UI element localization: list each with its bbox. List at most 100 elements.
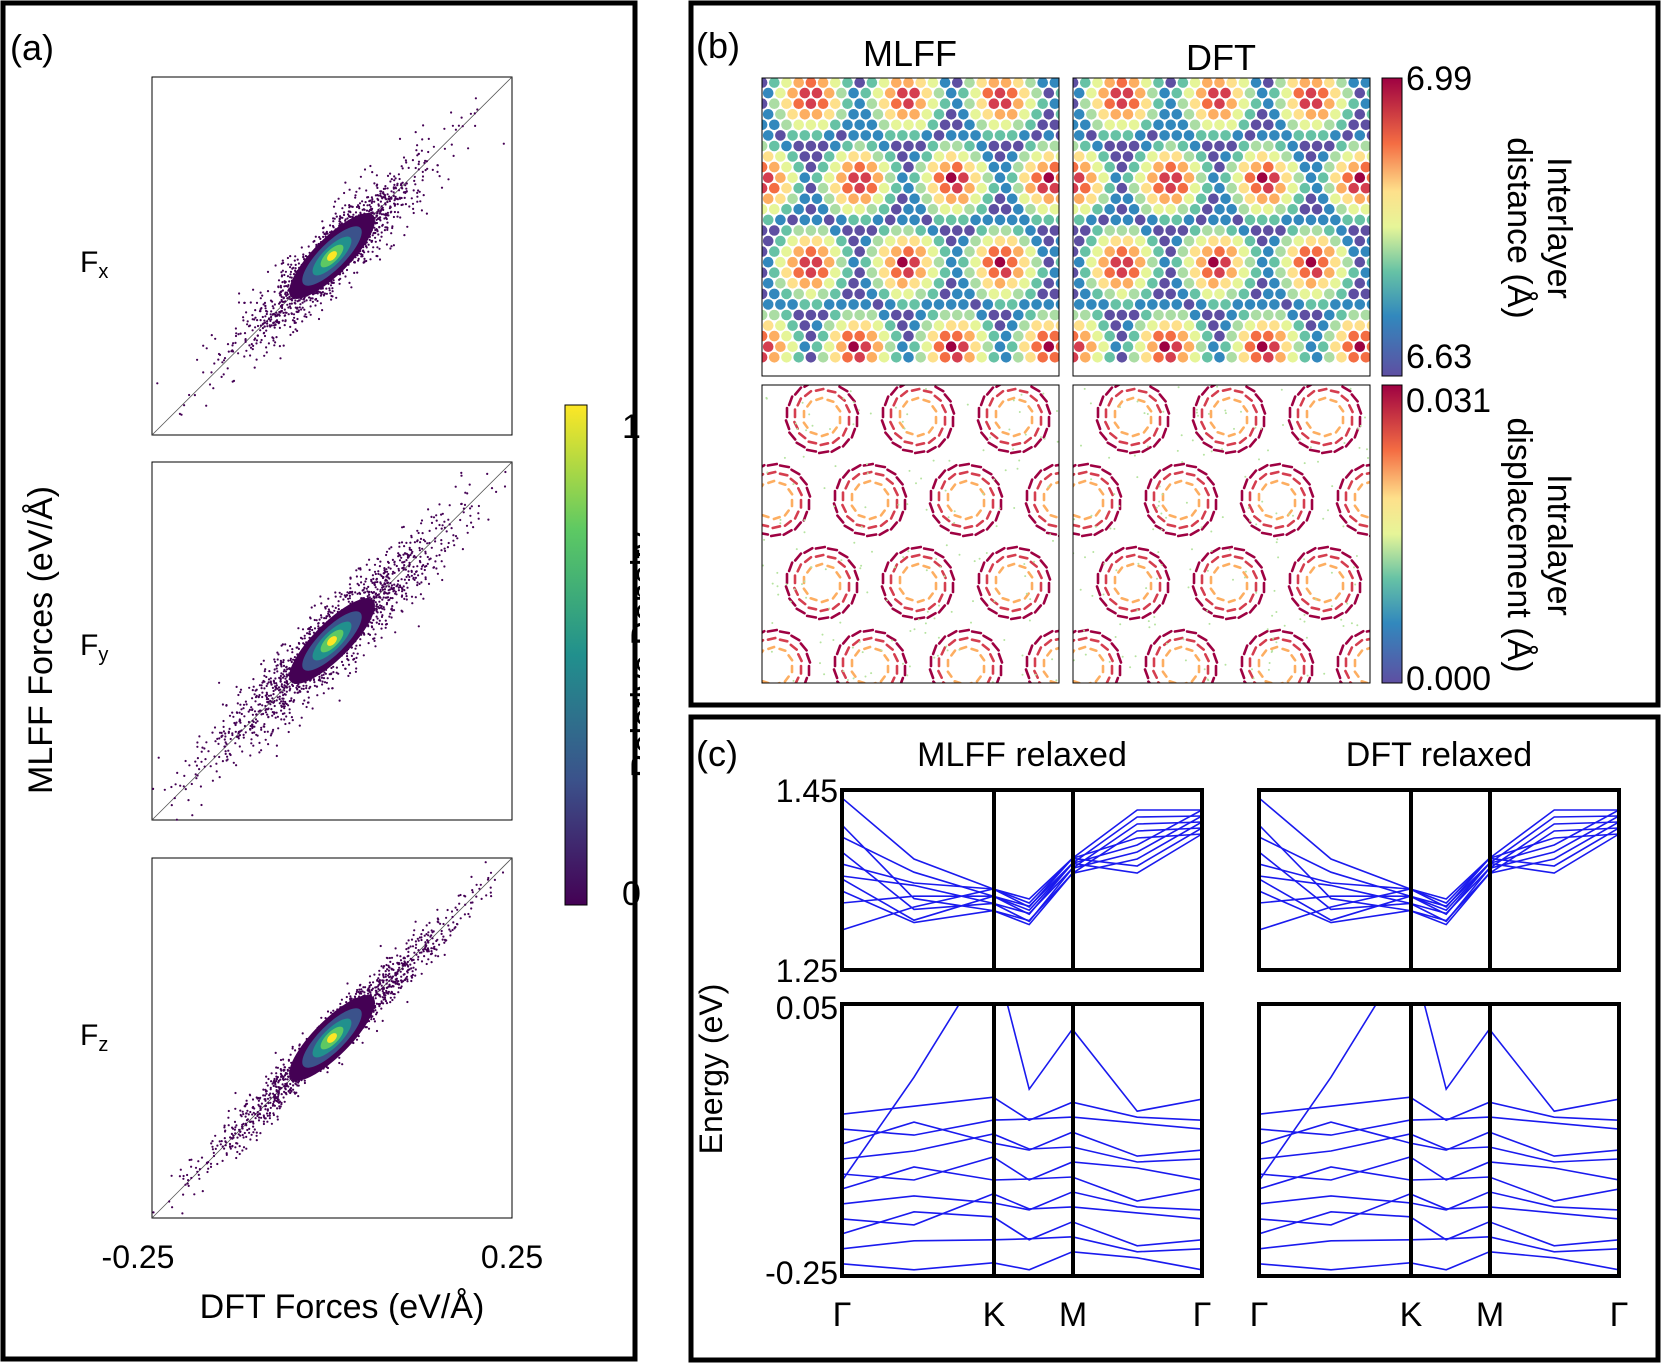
panel-b: (b) MLFF DFT 6.99 6.63 0.031 0.000 Inter…: [688, 0, 1661, 708]
ytick-1-25: 1.25: [776, 953, 838, 989]
energy-band: [1259, 809, 1619, 916]
energy-band: [1259, 1193, 1619, 1226]
interlayer-distance-mlff-map: [762, 78, 1059, 376]
kpoint-m: M: [1476, 1296, 1504, 1334]
kpoint-k: K: [1400, 1296, 1423, 1334]
panel-a-frame: [0, 0, 638, 1362]
ytick-minus-0-25: -0.25: [765, 1255, 838, 1291]
energy-band: [842, 1004, 1202, 1182]
energy-band: [842, 1156, 1202, 1181]
energy-band: [842, 833, 1202, 904]
energy-band: [842, 1166, 1202, 1202]
colorbar-label: Relative Density: [625, 532, 640, 778]
energy-band: [1259, 1210, 1619, 1247]
panel-c-label: (c): [696, 733, 738, 774]
b-frame-2: [1072, 77, 1371, 377]
panel-a: (a) Fx Fy Fz MLFF Forces (eV/Å) -0.25 0.…: [0, 0, 640, 1362]
dft-col-title: DFT: [1186, 37, 1256, 78]
energy-band: [1259, 1121, 1619, 1157]
colorbar-min: 0: [622, 875, 640, 913]
fx-plot-frame: [151, 76, 513, 436]
energy-band: [1259, 1116, 1619, 1136]
energy-band: [842, 1133, 1202, 1163]
mlff-upper-bands: [842, 797, 1202, 931]
fz-parity-plot: [151, 857, 513, 1219]
xtick-min: -0.25: [102, 1239, 175, 1275]
energy-band: [1259, 1166, 1619, 1202]
distance-cb-max: 6.99: [1406, 60, 1472, 98]
fz-plot-frame: [151, 857, 513, 1219]
dft-upper-frame: [1257, 788, 1621, 972]
energy-band: [842, 797, 1202, 900]
energy-band: [842, 1096, 1202, 1122]
fx-label: Fx: [80, 246, 108, 283]
panel-c: (c) MLFF relaxed DFT relaxed 1.45 1.25 0…: [688, 714, 1661, 1363]
energy-band: [842, 1191, 1202, 1211]
intralayer-displacement-mlff-map: [762, 385, 1059, 683]
energy-band: [1259, 1235, 1619, 1253]
dft-lower-bands: [1259, 1004, 1619, 1271]
energy-band: [842, 1210, 1202, 1247]
energy-band: [842, 815, 1202, 915]
energy-band: [1259, 824, 1619, 922]
fy-parity-plot: [151, 461, 513, 821]
fx-parity-plot: [151, 76, 513, 436]
energy-ylabel: Energy (eV): [693, 984, 729, 1155]
energy-band: [842, 809, 1202, 916]
ytick-0-05: 0.05: [776, 990, 838, 1026]
panel-a-xlabel: DFT Forces (eV/Å): [200, 1288, 485, 1326]
dft-lower-frame: [1257, 1002, 1621, 1278]
energy-band: [1259, 815, 1619, 912]
displacement-colorbar: [1381, 384, 1403, 684]
energy-band: [1259, 815, 1619, 915]
energy-band: [1259, 1133, 1619, 1163]
panel-c-frame: [688, 714, 1661, 1363]
kpoint-k: K: [983, 1296, 1006, 1334]
panel-a-ylabel: MLFF Forces (eV/Å): [22, 486, 60, 794]
kpoint-gamma: Γ: [1193, 1296, 1212, 1334]
energy-band: [1259, 1156, 1619, 1181]
energy-band: [1259, 833, 1619, 904]
energy-band: [1259, 1191, 1619, 1211]
energy-band: [1259, 1096, 1619, 1122]
displacement-cb-max: 0.031: [1406, 382, 1491, 420]
energy-band: [842, 821, 1202, 926]
b-frame-3: [761, 384, 1060, 684]
colorbar-max: 1: [622, 408, 640, 446]
displacement-label-line1: Intralayer: [1540, 474, 1578, 616]
kpoint-gamma: Γ: [1610, 1296, 1629, 1334]
mlff-lower-bands: [842, 1004, 1202, 1271]
energy-band: [842, 833, 1202, 922]
dft-upper-bands: [1259, 797, 1619, 931]
energy-band: [1259, 1004, 1619, 1182]
mlff-relaxed-title: MLFF relaxed: [917, 736, 1127, 774]
fz-label: Fz: [80, 1019, 108, 1056]
mlff-upper-frame: [840, 788, 1204, 972]
displacement-label-line2: displacement (Å): [1500, 417, 1538, 672]
interlayer-distance-dft-map: [1073, 78, 1370, 376]
energy-band: [842, 824, 1202, 922]
energy-band: [842, 1193, 1202, 1226]
mlff-lower-frame: [840, 1002, 1204, 1278]
energy-band: [842, 1250, 1202, 1271]
energy-band: [1259, 821, 1619, 926]
fy-plot-frame: [151, 461, 513, 821]
b-frame-4: [1072, 384, 1371, 684]
distance-label-line2: distance (Å): [1500, 137, 1538, 318]
intralayer-displacement-dft-map: [1073, 385, 1370, 683]
distance-colorbar: [1381, 77, 1403, 377]
panel-a-label: (a): [10, 27, 54, 68]
energy-band: [1259, 1250, 1619, 1271]
band-frames: [840, 788, 1621, 1278]
displacement-cb-min: 0.000: [1406, 660, 1491, 698]
energy-band: [842, 1121, 1202, 1157]
energy-band: [1259, 833, 1619, 922]
density-colorbar: [564, 404, 588, 906]
energy-band: [1259, 797, 1619, 900]
energy-band: [842, 1116, 1202, 1136]
dft-relaxed-title: DFT relaxed: [1346, 736, 1532, 774]
energy-band: [842, 815, 1202, 912]
kpoint-gamma: Γ: [1250, 1296, 1269, 1334]
mlff-col-title: MLFF: [863, 33, 957, 74]
b-frame-1: [761, 77, 1060, 377]
